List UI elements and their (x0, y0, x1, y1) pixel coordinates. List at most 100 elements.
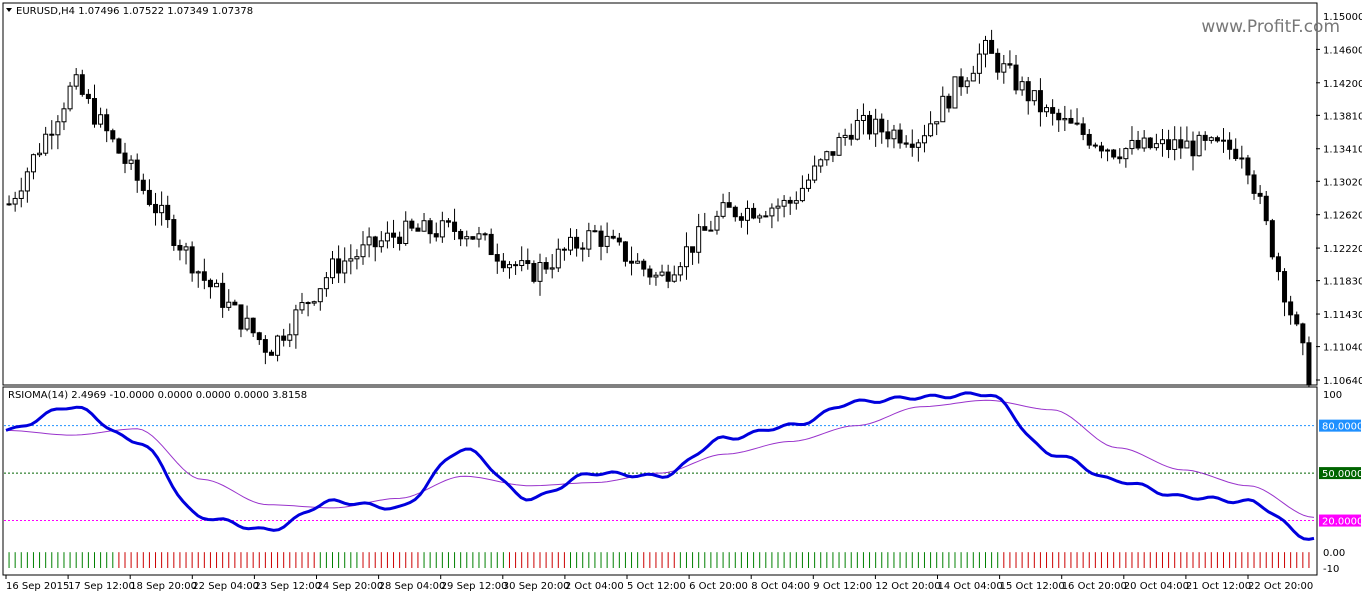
candle-bear (1282, 271, 1288, 303)
candle-bear (140, 179, 146, 191)
candle-bull (30, 154, 36, 173)
candle-bear (250, 317, 256, 334)
candle-bull (799, 187, 805, 202)
candle-bear (1080, 123, 1086, 135)
time-label: 17 Sep 12:00 (68, 581, 135, 592)
candle-bull (73, 74, 79, 87)
candle-bull (287, 334, 293, 341)
candle-bear (1214, 137, 1220, 142)
candle-bull (378, 240, 384, 248)
watermark: www.ProfitF.com (1201, 17, 1340, 37)
candle-bull (1129, 139, 1135, 150)
rsioma-line (5, 391, 1315, 541)
candle-bull (1239, 157, 1245, 160)
candle-bear (1245, 157, 1251, 176)
candle-bear (207, 279, 213, 288)
candle-bull (12, 197, 18, 205)
time-label: 24 Sep 20:00 (317, 581, 384, 592)
candle-bear (543, 262, 549, 270)
candle-bear (1257, 192, 1263, 197)
candle-bull (983, 39, 988, 55)
time-label: 28 Sep 04:00 (379, 581, 446, 592)
level-badge (1319, 514, 1361, 527)
candle-bull (67, 85, 73, 110)
time-label: 29 Sep 12:00 (441, 581, 508, 592)
candle-bull (793, 200, 799, 204)
candle-bear (1086, 133, 1092, 146)
candle-bear (1056, 112, 1062, 121)
candle-bull (568, 236, 574, 251)
indicator-scale-label: -10 (1323, 564, 1339, 575)
candle-bear (1037, 90, 1043, 113)
time-label: 16 Sep 2015 (6, 581, 69, 592)
candle-bull (226, 301, 232, 308)
candle-bull (757, 215, 763, 219)
price-label-top: 1.15000 (1323, 12, 1362, 23)
candle-bear (1013, 64, 1019, 91)
candle-bear (1306, 342, 1312, 386)
candle-bull (366, 236, 372, 246)
time-label: 15 Oct 12:00 (1000, 581, 1065, 592)
candle-bull (55, 121, 61, 136)
candle-bear (116, 138, 122, 154)
candle-bull (360, 244, 366, 258)
candle-bear (256, 332, 262, 341)
candle-bull (769, 207, 775, 217)
candle-bear (702, 226, 708, 231)
indicator-scale-label: 0.00 (1323, 548, 1345, 559)
time-label: 6 Oct 20:00 (689, 581, 748, 592)
candle-bear (268, 351, 274, 356)
candle-bull (128, 159, 134, 164)
indicator-scale-label: 100 (1323, 390, 1342, 401)
candle-bull (195, 271, 201, 274)
candle-bull (98, 114, 104, 125)
candle-bull (854, 119, 860, 140)
candle-bear (336, 258, 342, 274)
candle-bull (317, 288, 323, 303)
candle-bull (970, 72, 976, 82)
price-label: 1.14200 (1323, 79, 1362, 90)
candle-bear (531, 263, 537, 282)
candle-bull (439, 220, 445, 238)
candle-bull (775, 205, 781, 209)
candle-bull (330, 258, 335, 279)
candle-bear (1068, 117, 1074, 124)
main-chart-header: EURUSD,H4 1.07496 1.07522 1.07349 1.0737… (16, 6, 253, 17)
time-label: 8 Oct 04:00 (751, 581, 810, 592)
candle-bull (708, 229, 714, 232)
candle-bull (506, 264, 512, 269)
time-label: 21 Oct 12:00 (1186, 581, 1251, 592)
candle-bull (891, 129, 897, 140)
candle-bear (146, 189, 152, 205)
candle-bull (720, 202, 726, 217)
candle-bull (1221, 139, 1227, 142)
candle-bull (604, 235, 610, 247)
candle-bear (989, 39, 995, 54)
candle-bear (665, 271, 671, 282)
candle-bear (238, 304, 244, 330)
candle-bear (580, 247, 586, 250)
candle-bull (860, 114, 866, 121)
candle-bull (921, 135, 927, 144)
candle-bull (464, 236, 470, 240)
candle-bear (122, 152, 128, 164)
candle-bull (873, 118, 879, 135)
candle-bear (897, 129, 903, 144)
chart-menu-arrow-icon[interactable] (6, 8, 12, 12)
candle-bull (1062, 117, 1068, 121)
candle-bull (928, 123, 934, 137)
candle-bear (104, 114, 110, 132)
candle-bull (555, 248, 561, 269)
candle-bear (1025, 81, 1031, 102)
candle-bull (1141, 137, 1147, 149)
candle-bull (824, 151, 830, 161)
candle-bull (940, 95, 946, 123)
candle-bear (592, 230, 598, 233)
candle-bull (18, 190, 24, 199)
candle-bull (659, 271, 665, 276)
candle-bull (275, 335, 281, 356)
candle-bear (470, 236, 476, 240)
